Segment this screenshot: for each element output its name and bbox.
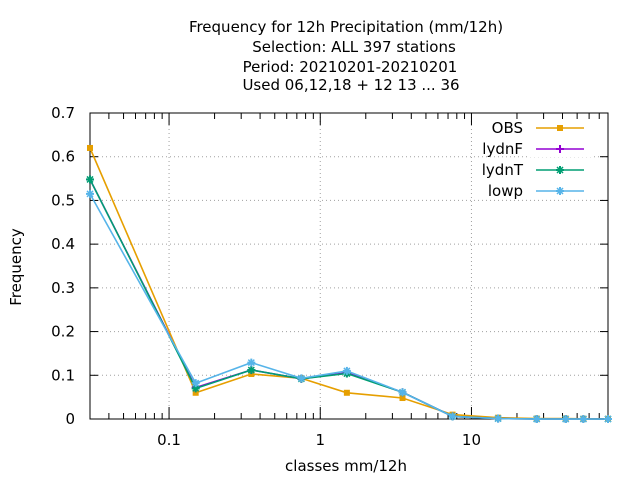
- chart-title: Frequency for 12h Precipitation (mm/12h)…: [189, 18, 503, 94]
- data-point-stroke: [247, 359, 255, 367]
- legend-label: lowp: [488, 182, 523, 200]
- legend-entry-obs: OBS: [492, 119, 592, 137]
- legend: OBS lydnF lydnT lowp: [482, 119, 592, 200]
- data-point-stroke: [343, 367, 351, 375]
- title-line-4: Used 06,12,18 + 12 13 ... 36: [242, 76, 459, 94]
- data-point-stroke: [192, 384, 200, 392]
- y-tick-label: 0.4: [51, 235, 75, 253]
- data-point-stroke: [556, 166, 564, 174]
- data-point: [399, 395, 406, 402]
- y-tick-label: 0.1: [51, 366, 75, 384]
- plot-frame: [89, 112, 609, 420]
- title-line-1: Frequency for 12h Precipitation (mm/12h): [189, 18, 503, 36]
- data-point: [191, 379, 200, 388]
- data-point-stroke: [562, 415, 570, 423]
- data-point-stroke: [556, 187, 564, 195]
- data-point: [192, 389, 199, 396]
- series-lowp: [86, 189, 612, 423]
- data-point-stroke: [297, 374, 305, 382]
- legend-label: lydnT: [482, 161, 524, 179]
- x-tick-label: 0.1: [157, 431, 181, 449]
- data-point-stroke: [86, 175, 94, 183]
- x-tick-label: 10: [462, 431, 481, 449]
- legend-entry-lydnt: lydnT: [482, 161, 592, 179]
- legend-label: OBS: [492, 119, 523, 137]
- ticks: 0 0.1 0.2 0.3 0.4 0.5 0.6 0.7 0.1 1 10: [51, 104, 608, 449]
- data-point: [532, 415, 541, 423]
- data-point-stroke: [247, 366, 255, 374]
- data-point: [448, 412, 457, 421]
- data-point: [297, 374, 306, 383]
- series-line: [89, 193, 608, 420]
- legend-label: lydnF: [482, 140, 523, 158]
- grid: [90, 113, 608, 419]
- data-point: [86, 189, 94, 198]
- y-axis-label: Frequency: [7, 228, 25, 306]
- x-tick-label: 1: [315, 431, 325, 449]
- data-point: [398, 388, 407, 397]
- data-point-stroke: [579, 415, 587, 423]
- series-lydnt: [86, 175, 612, 423]
- data-point-stroke: [449, 412, 457, 420]
- data-point-stroke: [604, 415, 612, 423]
- data-point: [556, 166, 564, 174]
- series-line: [89, 179, 608, 420]
- series-line: [89, 179, 608, 420]
- x-axis-label: classes mm/12h: [285, 457, 407, 475]
- y-tick-label: 0.3: [51, 279, 75, 297]
- y-tick-label: 0.2: [51, 323, 75, 341]
- data-point: [561, 415, 570, 423]
- data-point: [343, 389, 350, 396]
- data-point-stroke: [398, 388, 407, 396]
- data-point-stroke: [86, 190, 94, 198]
- series-group: [86, 144, 612, 423]
- data-point: [342, 366, 351, 375]
- data-point-stroke: [533, 415, 541, 423]
- data-point: [87, 144, 93, 151]
- data-point: [247, 366, 256, 375]
- data-point: [604, 415, 612, 423]
- data-point: [579, 415, 588, 423]
- legend-entry-lowp: lowp: [488, 182, 592, 200]
- y-tick-label: 0.6: [51, 148, 75, 166]
- y-tick-label: 0: [65, 410, 75, 428]
- title-line-3: Period: 20210201-20210201: [243, 58, 458, 76]
- data-point-stroke: [494, 415, 502, 423]
- title-line-2: Selection: ALL 397 stations: [252, 38, 456, 56]
- data-point: [191, 384, 200, 393]
- data-point: [557, 125, 563, 131]
- series-lydnf: [86, 175, 612, 423]
- axes: [89, 112, 609, 420]
- legend-entry-lydnf: lydnF: [482, 140, 592, 158]
- data-point: [86, 175, 94, 184]
- y-tick-label: 0.5: [51, 191, 75, 209]
- data-point-stroke: [192, 379, 200, 387]
- y-tick-label: 0.7: [51, 104, 75, 122]
- data-point: [247, 358, 256, 367]
- data-point: [556, 145, 564, 153]
- data-point: [556, 187, 564, 195]
- data-point: [494, 414, 503, 423]
